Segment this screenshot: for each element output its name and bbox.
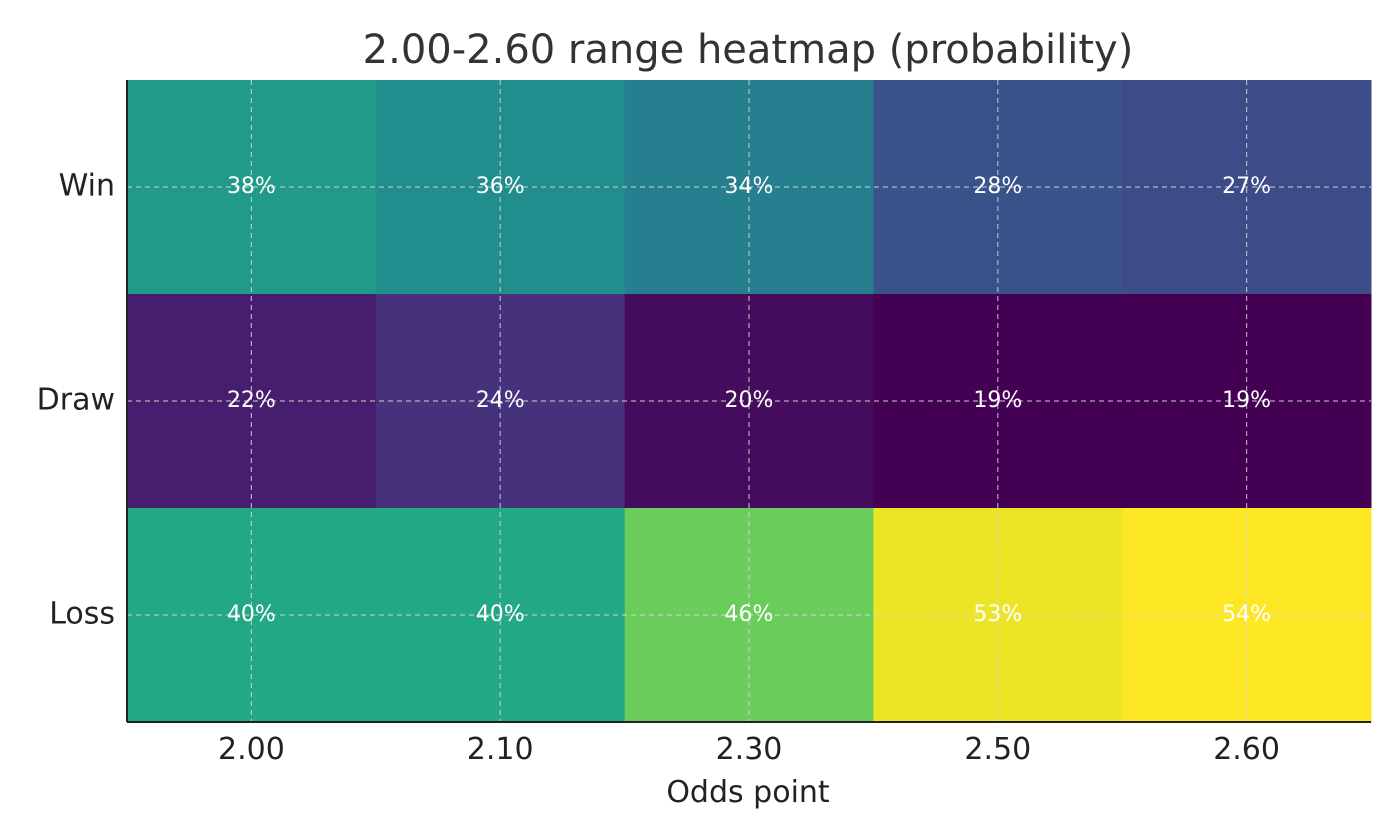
grid-lines [127, 80, 1371, 722]
chart-title: 2.00-2.60 range heatmap (probability) [363, 27, 1134, 73]
cell-value-label: 27% [1222, 174, 1271, 199]
x-tick-label: 2.10 [467, 732, 534, 767]
y-tick-label: Draw [37, 383, 115, 418]
cell-value-label: 46% [725, 602, 774, 627]
cell-value-label: 53% [973, 602, 1022, 627]
x-axis-ticks: 2.00 2.10 2.30 2.50 2.60 [218, 732, 1280, 767]
cell-value-label: 19% [1222, 388, 1271, 413]
x-tick-label: 2.30 [716, 732, 783, 767]
cell-value-label: 36% [476, 174, 525, 199]
cell-value-label: 22% [227, 388, 276, 413]
x-tick-label: 2.00 [218, 732, 285, 767]
cell-value-label: 38% [227, 174, 276, 199]
cell-labels: 38% 36% 34% 28% 27% 22% 24% 20% 19% 19% 40% 40% 46% 5… [227, 174, 1271, 627]
y-axis-ticks: Win Draw Loss [37, 169, 115, 632]
cell-value-label: 19% [973, 388, 1022, 413]
cell-value-label: 20% [725, 388, 774, 413]
axes [126, 80, 1371, 723]
x-tick-label: 2.50 [964, 732, 1031, 767]
x-axis-label: Odds point [666, 775, 830, 810]
cell-value-label: 34% [725, 174, 774, 199]
cell-value-label: 24% [476, 388, 525, 413]
cell-value-label: 40% [476, 602, 525, 627]
cell-value-label: 54% [1222, 602, 1271, 627]
y-tick-label: Win [59, 169, 115, 204]
x-tick-label: 2.60 [1213, 732, 1280, 767]
y-tick-label: Loss [49, 597, 115, 632]
cell-value-label: 40% [227, 602, 276, 627]
cell-value-label: 28% [973, 174, 1022, 199]
